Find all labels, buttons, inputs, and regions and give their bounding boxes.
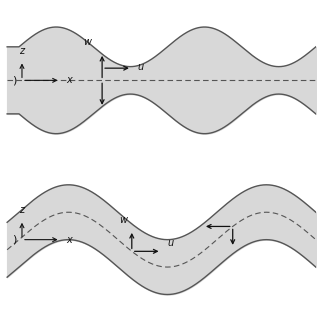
Text: u: u: [138, 62, 144, 72]
Text: x: x: [67, 235, 72, 245]
Text: u: u: [167, 238, 173, 248]
Text: z: z: [20, 46, 25, 56]
Text: w: w: [119, 215, 127, 225]
Text: ): ): [12, 235, 16, 245]
Text: z: z: [20, 205, 25, 215]
Text: ): ): [12, 75, 16, 85]
Text: w: w: [83, 37, 91, 47]
Text: x: x: [67, 75, 72, 85]
